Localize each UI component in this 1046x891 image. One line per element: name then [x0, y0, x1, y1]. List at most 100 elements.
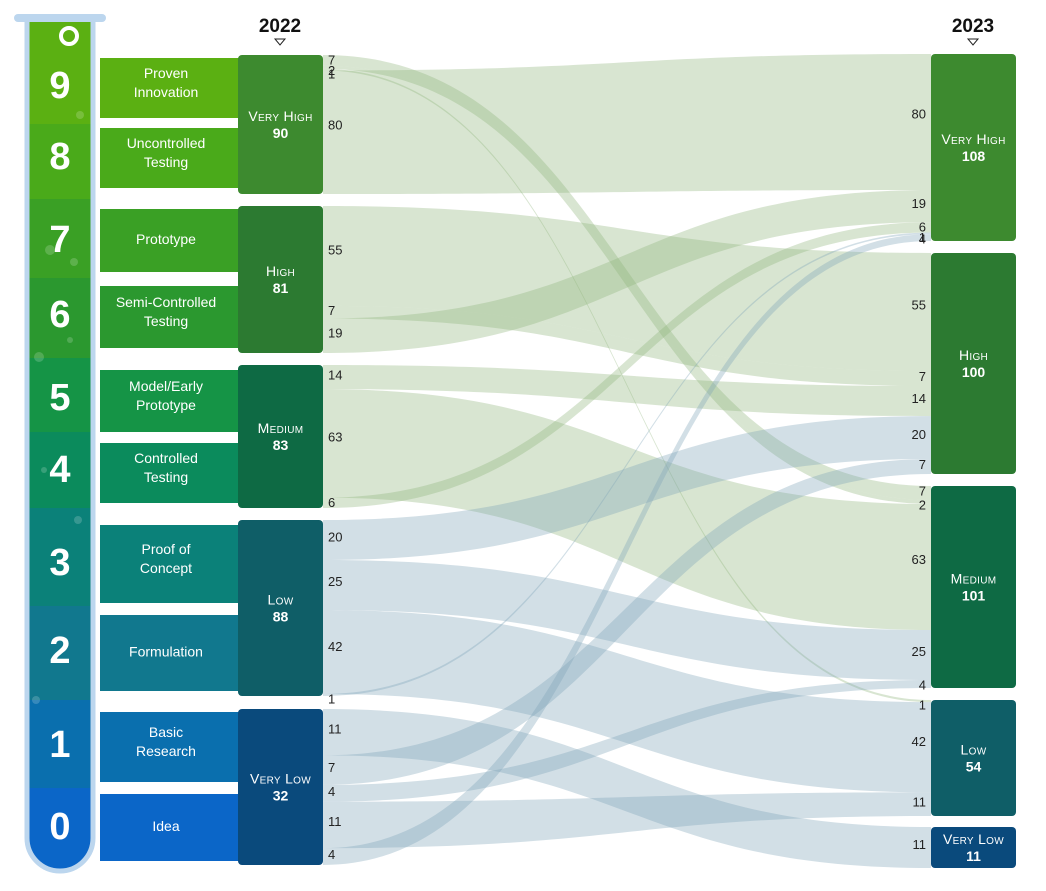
flow-value-target-label: 4	[919, 677, 926, 692]
target-node-value: 54	[966, 759, 982, 775]
level-number-3: 3	[49, 542, 70, 584]
target-node-name: High	[959, 347, 988, 363]
flow-low-to-medium	[323, 560, 931, 680]
category-box	[100, 443, 240, 503]
flow-value-source-label: 4	[328, 784, 335, 799]
bubble-icon	[67, 337, 73, 343]
flow-value-target-label: 1	[919, 230, 926, 245]
category-label: Uncontrolled Testing	[127, 135, 206, 170]
level-number-8: 8	[49, 136, 70, 178]
category-prototype: Prototype	[100, 209, 240, 272]
category-formulation: Formulation	[100, 615, 240, 691]
source-node-box	[238, 520, 323, 696]
category-label: Formulation	[129, 644, 203, 660]
target-node-box	[931, 54, 1016, 241]
flow-value-target-label: 14	[912, 391, 926, 406]
level-number-1: 1	[49, 724, 70, 766]
flow-high-to-very-high	[323, 190, 931, 353]
flow-value-target-label: 55	[912, 298, 926, 313]
level-number-7: 7	[49, 219, 70, 261]
flow-medium-to-high	[323, 365, 931, 417]
category-model-early-prototype: Model/Early Prototype	[100, 370, 240, 432]
flow-very-low-to-very-low	[323, 709, 931, 868]
level-number-2: 2	[49, 630, 70, 672]
tube-band-0	[29, 788, 91, 869]
source-node-value: 90	[273, 125, 289, 141]
flow-value-target-label: 11	[913, 794, 927, 809]
bubble-icon	[76, 111, 84, 119]
category-box	[100, 58, 240, 118]
target-node-box	[931, 253, 1016, 474]
source-year-marker-icon	[273, 38, 287, 46]
category-box	[100, 712, 240, 782]
flow-value-source-label: 4	[328, 847, 335, 862]
flow-low-to-low	[323, 610, 931, 793]
source-node-value: 83	[273, 437, 289, 453]
source-node-name: Low	[268, 592, 294, 608]
source-year-label: 2022	[259, 16, 301, 37]
category-label: Controlled Testing	[134, 450, 198, 485]
flow-value-target-label: 63	[912, 552, 926, 567]
flow-value-target-label: 4	[919, 232, 926, 247]
bubble-icon	[45, 245, 55, 255]
category-basic-research: Basic Research	[100, 712, 240, 782]
target-year-marker-icon	[966, 38, 980, 46]
flow-value-source-label: 7	[328, 303, 335, 318]
target-node-value: 101	[962, 588, 986, 604]
target-node-box	[931, 827, 1016, 868]
flow-value-target-label: 6	[919, 220, 926, 235]
flow-medium-to-very-high	[323, 222, 931, 509]
source-node-box	[238, 55, 323, 194]
source-node-box	[238, 365, 323, 508]
tube-band-2	[29, 606, 91, 701]
flow-high-to-high	[323, 305, 931, 387]
flow-low-to-high	[323, 416, 931, 560]
bubble-icon	[32, 696, 40, 704]
maturity-tube: 9 8 7 6 5 4 3 2 1 0	[14, 14, 106, 874]
category-box	[100, 286, 240, 348]
flow-value-target-label: 19	[912, 196, 926, 211]
flow-very-low-to-very-high	[323, 234, 931, 865]
category-box	[100, 128, 240, 188]
flow-value-source-label: 19	[328, 325, 342, 340]
target-node-value: 108	[962, 148, 986, 164]
flow-value-labels: 7722118080555577191914146363662020252542…	[328, 52, 926, 862]
category-semi-controlled-testing: Semi-Controlled Testing	[100, 286, 240, 348]
category-controlled-testing: Controlled Testing	[100, 443, 240, 503]
tube-band-8	[29, 124, 91, 200]
flow-very-high-to-medium	[323, 65, 931, 505]
source-node-value: 88	[273, 609, 289, 625]
flow-value-target-label: 7	[919, 484, 926, 499]
category-uncontrolled-testing: Uncontrolled Testing	[100, 128, 240, 188]
flow-value-target-label: 20	[912, 427, 926, 442]
level-number-6: 6	[49, 294, 70, 336]
flow-value-target-label: 7	[919, 457, 926, 472]
source-node-box	[238, 206, 323, 353]
target-year-label: 2023	[952, 16, 994, 37]
target-node-name: Very High	[941, 131, 1005, 147]
tube-band-3	[29, 508, 91, 607]
source-node-name: Very Low	[250, 771, 311, 787]
target-node-name: Medium	[951, 571, 997, 587]
bubble-icon	[41, 467, 47, 473]
tube-band-5	[29, 358, 91, 433]
target-node-box	[931, 486, 1016, 688]
flow-value-source-label: 1	[328, 691, 335, 706]
flow-value-source-label: 55	[328, 242, 342, 257]
category-label: Proof of Concept	[140, 541, 192, 576]
source-node-name: High	[266, 263, 295, 279]
category-idea: Idea	[100, 794, 240, 861]
flow-very-high-to-low	[323, 68, 931, 703]
flow-value-source-label: 14	[328, 367, 342, 382]
flow-value-source-label: 25	[328, 574, 342, 589]
